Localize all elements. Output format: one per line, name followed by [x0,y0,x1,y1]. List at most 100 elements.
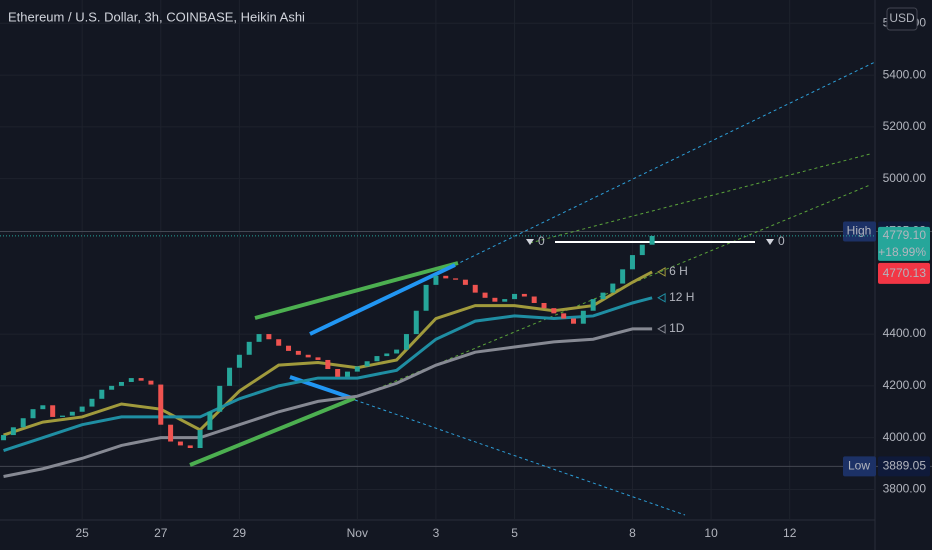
candle-body [413,310,419,335]
x-tick-label: 8 [629,526,636,540]
price-badge [878,226,930,261]
candle-body [649,235,655,245]
x-tick-label: Nov [347,526,368,540]
badge [878,456,930,477]
legend-marker [657,267,666,277]
candle-body [580,310,586,324]
y-tick-label: 5400.00 [883,67,927,81]
candle-body [344,371,350,377]
candle-body [79,406,85,412]
candle-body [286,345,292,351]
candle-body [423,284,429,311]
legend-marker [657,292,666,303]
candle-body [256,334,262,342]
candle-body [629,255,635,270]
badge [843,456,876,477]
y-tick-label: 4000.00 [883,430,927,444]
x-tick-label: 12 [783,526,797,540]
trend-dashed [354,399,686,516]
candle-body [521,293,527,297]
candle-body [453,278,459,280]
low-label: Low [848,459,870,473]
x-tick-label: 5 [511,526,518,540]
candle-body [40,405,46,410]
legend-label: 1D [669,321,685,335]
candle-body [99,389,105,399]
candle-body [138,378,144,381]
currency-badge [886,7,918,31]
candle-body [10,427,16,436]
candle-body [620,269,626,284]
legend-label: 12 H [669,290,694,304]
candle-body [197,429,203,449]
high-label: High [847,224,872,238]
candle-body [364,361,370,367]
x-tick-label: 25 [75,526,89,540]
level-label: 0 [778,234,785,248]
last-price: 4779.10 [883,228,927,242]
trend-dashed [349,184,871,401]
candle-body [384,353,390,357]
candle-body [541,302,547,309]
level-marker [766,239,774,245]
candle-body [433,275,439,285]
prev-price-badge [878,262,930,284]
candle-body [482,292,488,298]
candle-body [403,334,409,350]
candle-body [531,296,537,303]
trend-line [254,261,459,320]
candle-body [561,313,567,319]
candle-body [217,385,223,412]
candle-body [246,341,252,355]
candle-body [69,411,75,416]
y-tick-label: 5000.00 [883,171,927,185]
candle-body [109,385,115,390]
candle-body [128,378,134,382]
candle-body [590,299,596,311]
y-tick-label: 3800.00 [883,482,927,496]
level-label: 0 [538,234,545,248]
badge [843,221,876,242]
candle-body [315,357,321,360]
level-marker [526,239,534,245]
candle-body [325,359,331,370]
legend-label: 6 H [669,264,688,278]
x-tick-label: 27 [154,526,168,540]
candle-body [30,409,36,419]
candle-body [639,244,645,256]
candle-body [266,334,272,340]
y-tick-label: 4200.00 [883,378,927,392]
ma-line [3,270,653,437]
candle-body [276,339,282,346]
candle-body [187,445,193,449]
candle-body [227,367,233,386]
low-value: 3889.05 [883,459,927,473]
trend-line [189,396,356,467]
candle-body [177,441,183,446]
x-tick-label: 10 [704,526,718,540]
legend-marker [657,324,666,334]
currency: USD [889,11,915,25]
candle-body [335,369,341,377]
candle-body [118,381,124,386]
candle-body [551,308,557,314]
candle-body [394,349,400,354]
candle-body [374,356,380,362]
candle-body [1,435,7,441]
price-change: +18.99% [878,245,926,259]
candle-body [462,279,468,285]
candle-body [492,297,498,302]
trend-dashed [529,153,871,244]
candle-body [50,405,56,417]
chart-title: Ethereum / U.S. Dollar, 3h, COINBASE, He… [8,9,305,24]
ma-line [3,296,653,453]
candle-body [60,415,65,417]
candle-body [89,398,95,407]
candle-body [168,424,174,442]
candle-body [305,354,311,358]
candle-body [158,384,164,425]
candle-body [20,418,26,428]
x-tick-label: 3 [433,526,440,540]
